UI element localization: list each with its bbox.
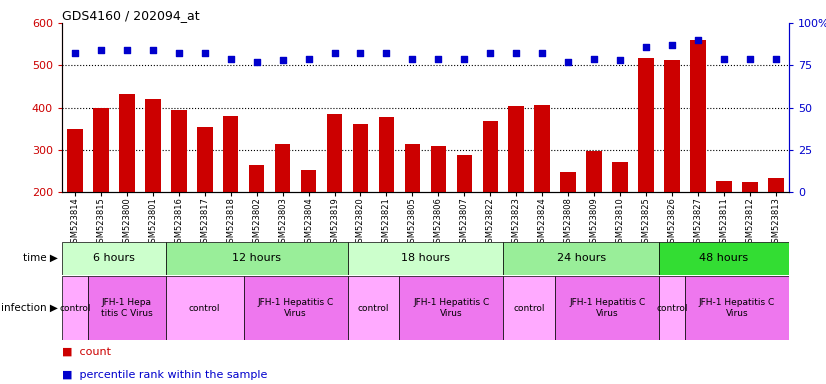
Point [354, 50, 367, 56]
Point [510, 50, 523, 56]
Text: JFH-1 Hepatitis C
Virus: JFH-1 Hepatitis C Virus [258, 298, 334, 318]
Bar [93, 108, 109, 276]
Bar [275, 144, 291, 276]
Text: JFH-1 Hepatitis C
Virus: JFH-1 Hepatitis C Virus [699, 298, 775, 318]
Bar [503, 242, 659, 275]
Bar [348, 276, 400, 340]
Text: 48 hours: 48 hours [700, 253, 748, 263]
Bar [586, 151, 602, 276]
Bar [348, 242, 503, 275]
Point [380, 50, 393, 56]
Bar [119, 94, 135, 276]
Point [94, 47, 107, 53]
Bar [664, 60, 680, 276]
Point [276, 57, 289, 63]
Text: 12 hours: 12 hours [232, 253, 281, 263]
Bar [503, 276, 555, 340]
Bar [62, 276, 88, 340]
Text: 6 hours: 6 hours [93, 253, 135, 263]
Point [458, 55, 471, 61]
Text: time ▶: time ▶ [23, 253, 58, 263]
Bar [430, 146, 446, 276]
Text: GDS4160 / 202094_at: GDS4160 / 202094_at [62, 9, 200, 22]
Bar [88, 276, 166, 340]
Bar [768, 178, 784, 276]
Bar [659, 242, 789, 275]
Text: infection ▶: infection ▶ [1, 303, 58, 313]
Bar [353, 124, 368, 276]
Bar [223, 116, 239, 276]
Text: ■  percentile rank within the sample: ■ percentile rank within the sample [62, 370, 268, 380]
Bar [638, 58, 654, 276]
Bar [171, 111, 187, 276]
Bar [560, 172, 576, 276]
Bar [716, 180, 732, 276]
Text: JFH-1 Hepatitis C
Virus: JFH-1 Hepatitis C Virus [413, 298, 490, 318]
Point [224, 55, 237, 61]
Point [406, 55, 419, 61]
Point [614, 57, 627, 63]
Point [743, 55, 757, 61]
Point [121, 47, 134, 53]
Bar [685, 276, 789, 340]
Text: control: control [358, 304, 389, 313]
Bar [301, 170, 316, 276]
Text: ■  count: ■ count [62, 347, 111, 357]
Bar [509, 106, 524, 276]
Bar [197, 127, 212, 276]
Bar [244, 276, 348, 340]
Bar [659, 276, 685, 340]
Point [146, 47, 159, 53]
Point [535, 50, 548, 56]
Point [666, 42, 679, 48]
Bar [166, 276, 244, 340]
Bar [62, 242, 166, 275]
Text: JFH-1 Hepatitis C
Virus: JFH-1 Hepatitis C Virus [569, 298, 645, 318]
Bar [482, 121, 498, 276]
Point [302, 55, 316, 61]
Bar [400, 276, 503, 340]
Text: JFH-1 Hepa
titis C Virus: JFH-1 Hepa titis C Virus [101, 298, 153, 318]
Point [587, 55, 601, 61]
Point [769, 55, 782, 61]
Point [328, 50, 341, 56]
Point [69, 50, 82, 56]
Text: 18 hours: 18 hours [401, 253, 450, 263]
Point [250, 59, 263, 65]
Bar [166, 242, 348, 275]
Bar [145, 99, 160, 276]
Text: control: control [657, 304, 688, 313]
Bar [378, 117, 394, 276]
Bar [457, 155, 472, 276]
Text: control: control [514, 304, 545, 313]
Point [691, 37, 705, 43]
Bar [555, 276, 659, 340]
Bar [67, 129, 83, 276]
Text: control: control [59, 304, 91, 313]
Point [172, 50, 185, 56]
Point [198, 50, 211, 56]
Point [639, 44, 653, 50]
Point [717, 55, 730, 61]
Bar [534, 106, 550, 276]
Point [484, 50, 497, 56]
Bar [612, 162, 628, 276]
Bar [249, 165, 264, 276]
Bar [742, 182, 757, 276]
Text: 24 hours: 24 hours [557, 253, 605, 263]
Bar [405, 144, 420, 276]
Text: control: control [189, 304, 221, 313]
Point [432, 55, 445, 61]
Bar [691, 40, 705, 276]
Bar [327, 114, 342, 276]
Point [562, 59, 575, 65]
